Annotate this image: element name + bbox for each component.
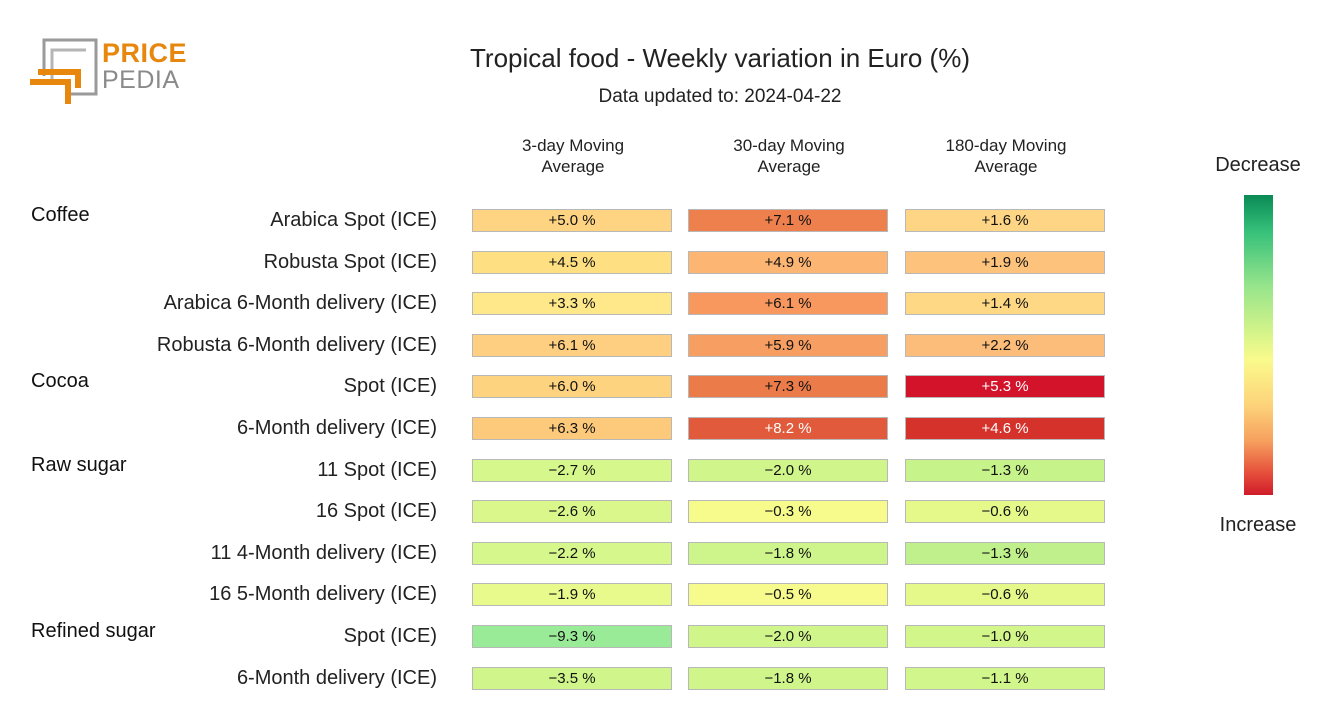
data-cell: −0.3 %	[688, 500, 888, 524]
data-cell: +1.4 %	[905, 292, 1105, 316]
chart-title: Tropical food - Weekly variation in Euro…	[470, 43, 970, 73]
row-label: Arabica Spot (ICE)	[270, 209, 437, 231]
data-cell: −1.9 %	[472, 583, 672, 607]
logo-mark-icon	[30, 38, 98, 104]
data-cell: +8.2 %	[688, 417, 888, 440]
group-label: Cocoa	[31, 370, 89, 393]
data-cell: −9.3 %	[472, 625, 672, 648]
row-label: 16 5-Month delivery (ICE)	[209, 583, 437, 606]
data-cell: +7.3 %	[688, 375, 888, 399]
data-cell: +1.9 %	[905, 250, 1105, 274]
data-cell: −2.7 %	[472, 458, 672, 482]
row-label: 6-Month delivery (ICE)	[236, 666, 437, 689]
data-cell: +4.5 %	[472, 250, 672, 274]
row-label: Robusta Spot (ICE)	[263, 250, 437, 273]
row-label: 6-Month delivery (ICE)	[236, 417, 437, 439]
column-header: 3-day Moving Average	[521, 136, 625, 176]
data-cell: −1.0 %	[905, 625, 1105, 648]
data-cell: +6.1 %	[472, 333, 672, 357]
data-cell: −0.6 %	[905, 500, 1105, 524]
data-cell: −2.0 %	[688, 458, 888, 482]
data-cell: +6.0 %	[472, 375, 672, 399]
row-label: Spot (ICE)	[343, 375, 437, 398]
data-cell: −1.8 %	[688, 666, 888, 690]
data-cell: +5.3 %	[905, 375, 1105, 399]
data-cell: −1.8 %	[688, 541, 888, 565]
row-label: 11 4-Month delivery (ICE)	[210, 541, 437, 564]
legend-increase-label: Increase	[1219, 514, 1297, 536]
column-header: 30-day Moving Average	[733, 136, 845, 176]
data-cell: −1.3 %	[905, 541, 1105, 565]
row-label: Spot (ICE)	[343, 625, 437, 647]
row-label: 11 Spot (ICE)	[317, 458, 437, 481]
chart-subtitle: Data updated to: 2024-04-22	[598, 86, 842, 107]
data-cell: −0.5 %	[688, 583, 888, 607]
group-label: Refined sugar	[31, 620, 156, 642]
pricepedia-logo: PRICE PEDIA	[28, 38, 188, 110]
logo-text-price: PRICE	[102, 38, 188, 68]
data-cell: −0.6 %	[905, 583, 1105, 607]
legend-decrease-label: Decrease	[1215, 154, 1301, 176]
data-cell: −1.3 %	[905, 458, 1105, 482]
row-label: 16 Spot (ICE)	[315, 500, 437, 523]
data-cell: +6.3 %	[472, 417, 672, 440]
data-cell: +7.1 %	[688, 209, 888, 232]
data-cell: −3.5 %	[472, 666, 672, 690]
row-label: Robusta 6-Month delivery (ICE)	[156, 333, 437, 356]
data-cell: −1.1 %	[905, 666, 1105, 690]
data-cell: −2.6 %	[472, 500, 672, 524]
data-cell: +5.0 %	[472, 209, 672, 232]
data-cell: −2.2 %	[472, 541, 672, 565]
data-cell: +3.3 %	[472, 292, 672, 316]
data-cell: +5.9 %	[688, 333, 888, 357]
data-cell: +4.9 %	[688, 250, 888, 274]
column-header: 180-day Moving Average	[945, 136, 1067, 176]
legend-color-scale	[1244, 195, 1273, 495]
data-cell: +1.6 %	[905, 209, 1105, 232]
data-cell: −2.0 %	[688, 625, 888, 648]
group-label: Coffee	[31, 204, 90, 226]
row-label: Arabica 6-Month delivery (ICE)	[163, 292, 437, 315]
data-cell: +6.1 %	[688, 292, 888, 316]
data-cell: +2.2 %	[905, 333, 1105, 357]
logo-text-pedia: PEDIA	[102, 66, 180, 94]
data-cell: +4.6 %	[905, 417, 1105, 440]
group-label: Raw sugar	[31, 453, 127, 476]
